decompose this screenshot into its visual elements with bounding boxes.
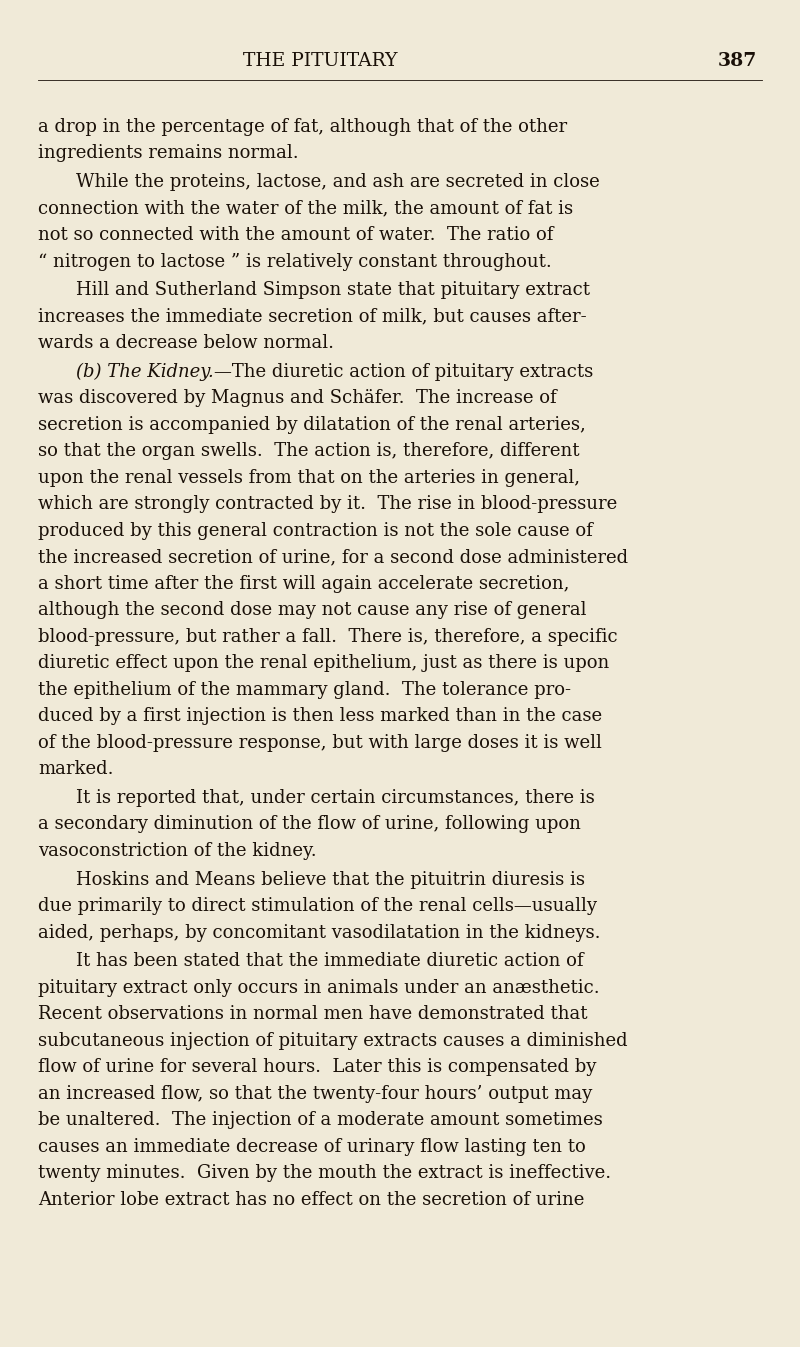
Text: It is reported that, under certain circumstances, there is: It is reported that, under certain circu… [76, 789, 594, 807]
Text: not so connected with the amount of water.  The ratio of: not so connected with the amount of wate… [38, 226, 554, 244]
Text: secretion is accompanied by dilatation of the renal arteries,: secretion is accompanied by dilatation o… [38, 416, 586, 434]
Text: be unaltered.  The injection of a moderate amount sometimes: be unaltered. The injection of a moderat… [38, 1111, 602, 1129]
Text: the increased secretion of urine, for a second dose administered: the increased secretion of urine, for a … [38, 548, 628, 566]
Text: (b) The Kidney.: (b) The Kidney. [76, 362, 214, 381]
Text: —The diuretic action of pituitary extracts: —The diuretic action of pituitary extrac… [214, 362, 593, 381]
Text: of the blood-pressure response, but with large doses it is well: of the blood-pressure response, but with… [38, 734, 602, 752]
Text: blood-pressure, but rather a fall.  There is, therefore, a specific: blood-pressure, but rather a fall. There… [38, 628, 618, 645]
Text: flow of urine for several hours.  Later this is compensated by: flow of urine for several hours. Later t… [38, 1059, 596, 1076]
Text: aided, perhaps, by concomitant vasodilatation in the kidneys.: aided, perhaps, by concomitant vasodilat… [38, 924, 601, 942]
Text: the epithelium of the mammary gland.  The tolerance pro-: the epithelium of the mammary gland. The… [38, 680, 571, 699]
Text: diuretic effect upon the renal epithelium, just as there is upon: diuretic effect upon the renal epitheliu… [38, 655, 610, 672]
Text: upon the renal vessels from that on the arteries in general,: upon the renal vessels from that on the … [38, 469, 580, 486]
Text: duced by a first injection is then less marked than in the case: duced by a first injection is then less … [38, 707, 602, 726]
Text: due primarily to direct stimulation of the renal cells—usually: due primarily to direct stimulation of t… [38, 897, 597, 915]
Text: connection with the water of the milk, the amount of fat is: connection with the water of the milk, t… [38, 199, 573, 218]
Text: which are strongly contracted by it.  The rise in blood-pressure: which are strongly contracted by it. The… [38, 496, 618, 513]
Text: “ nitrogen to lactose ” is relatively constant throughout.: “ nitrogen to lactose ” is relatively co… [38, 253, 552, 271]
Text: THE PITUITARY: THE PITUITARY [242, 53, 398, 70]
Text: It has been stated that the immediate diuretic action of: It has been stated that the immediate di… [76, 952, 583, 970]
Text: a short time after the first will again accelerate secretion,: a short time after the first will again … [38, 575, 570, 593]
Text: Recent observations in normal men have demonstrated that: Recent observations in normal men have d… [38, 1005, 587, 1024]
Text: so that the organ swells.  The action is, therefore, different: so that the organ swells. The action is,… [38, 442, 579, 461]
Text: was discovered by Magnus and Schäfer.  The increase of: was discovered by Magnus and Schäfer. Th… [38, 389, 557, 407]
Text: although the second dose may not cause any rise of general: although the second dose may not cause a… [38, 601, 586, 620]
Text: produced by this general contraction is not the sole cause of: produced by this general contraction is … [38, 521, 593, 540]
Text: twenty minutes.  Given by the mouth the extract is ineffective.: twenty minutes. Given by the mouth the e… [38, 1164, 611, 1183]
Text: causes an immediate decrease of urinary flow lasting ten to: causes an immediate decrease of urinary … [38, 1138, 586, 1156]
Text: While the proteins, lactose, and ash are secreted in close: While the proteins, lactose, and ash are… [76, 174, 600, 191]
Text: ingredients remains normal.: ingredients remains normal. [38, 144, 298, 163]
Text: Hill and Sutherland Simpson state that pituitary extract: Hill and Sutherland Simpson state that p… [76, 282, 590, 299]
Text: Anterior lobe extract has no effect on the secretion of urine: Anterior lobe extract has no effect on t… [38, 1191, 584, 1208]
Text: a secondary diminution of the flow of urine, following upon: a secondary diminution of the flow of ur… [38, 815, 581, 834]
Text: a drop in the percentage of fat, although that of the other: a drop in the percentage of fat, althoug… [38, 119, 567, 136]
Text: pituitary extract only occurs in animals under an anæsthetic.: pituitary extract only occurs in animals… [38, 979, 600, 997]
Text: marked.: marked. [38, 760, 114, 779]
Text: 387: 387 [718, 53, 757, 70]
Text: vasoconstriction of the kidney.: vasoconstriction of the kidney. [38, 842, 317, 859]
Text: an increased flow, so that the twenty-four hours’ output may: an increased flow, so that the twenty-fo… [38, 1084, 592, 1103]
Text: Hoskins and Means believe that the pituitrin diuresis is: Hoskins and Means believe that the pitui… [76, 870, 585, 889]
Text: subcutaneous injection of pituitary extracts causes a diminished: subcutaneous injection of pituitary extr… [38, 1032, 628, 1049]
Text: wards a decrease below normal.: wards a decrease below normal. [38, 334, 334, 352]
Text: increases the immediate secretion of milk, but causes after-: increases the immediate secretion of mil… [38, 307, 586, 326]
